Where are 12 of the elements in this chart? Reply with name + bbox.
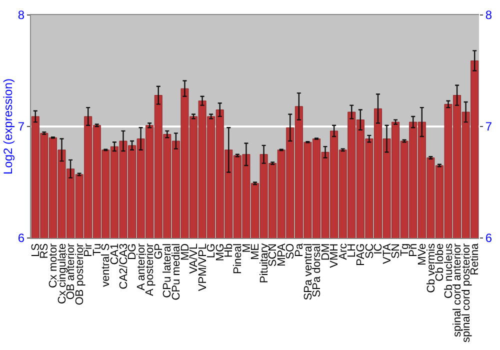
y2-tick-label: 7 <box>485 120 492 134</box>
x-tick-label: OB posterior <box>74 243 86 306</box>
x-tick-label: A posterior <box>144 243 156 296</box>
y-axis-title: Log2 (expression) <box>1 78 16 175</box>
y2-tick-label: 6 <box>485 231 492 246</box>
x-tick-label: MVe <box>416 243 428 266</box>
y-tick-label: 6 <box>18 231 25 246</box>
y2-tick-label: 8 <box>485 8 492 22</box>
x-tick-label: Pa <box>293 242 306 257</box>
y-tick-label: 8 <box>18 8 25 22</box>
y-tick-label: 7 <box>18 120 25 134</box>
x-tick-label: Tg <box>398 243 411 256</box>
